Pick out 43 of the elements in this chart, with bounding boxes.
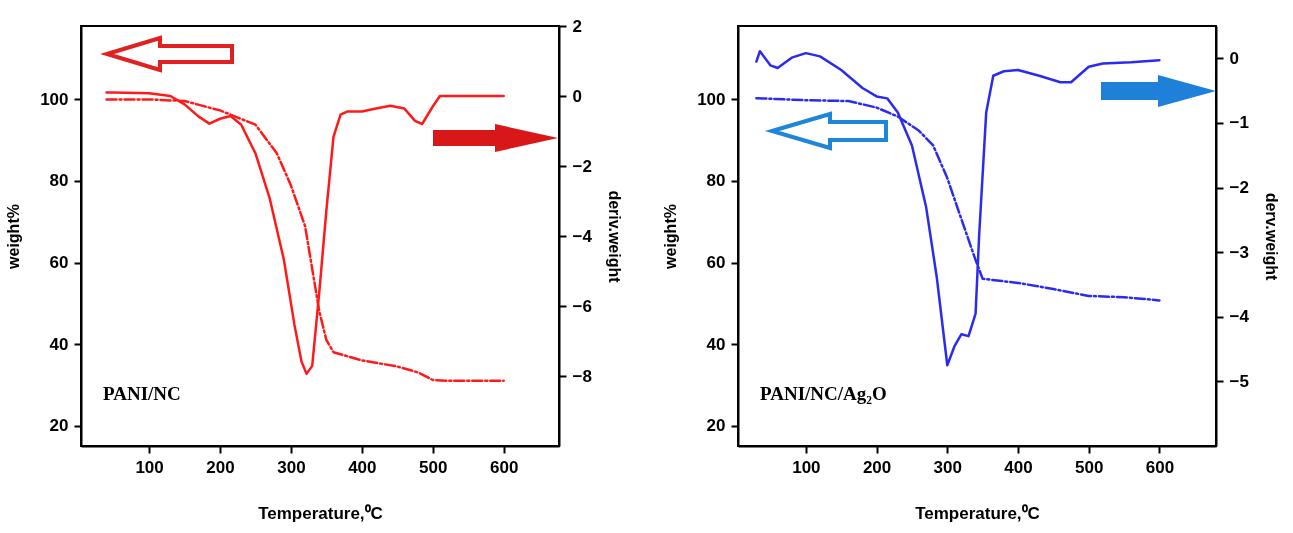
y-tick-label: 40 [49, 334, 69, 354]
y-tick-label: 100 [40, 89, 69, 109]
x-tick-label: 200 [862, 457, 892, 477]
x-tick-label: 600 [489, 457, 519, 477]
y2-tick-label: −5 [1229, 371, 1249, 391]
y-tick-label: 100 [697, 89, 726, 109]
x-tick-label: 200 [206, 457, 235, 477]
x-axis-title: Temperature,⁰C [258, 503, 383, 523]
y-tick-label: 20 [706, 416, 726, 436]
x-tick-label: 300 [277, 457, 306, 477]
x-tick-label: 100 [135, 457, 164, 477]
y-tick-label: 80 [706, 171, 726, 191]
y-axis-title: weight% [662, 204, 680, 270]
y2-tick-label: −8 [572, 366, 592, 386]
x-axis-title: Temperature,⁰C [915, 503, 1040, 523]
y2-tick-label: −3 [1229, 242, 1249, 262]
y-tick-label: 40 [706, 334, 726, 354]
x-tick-label: 400 [1004, 457, 1033, 477]
y-tick-label: 20 [49, 416, 69, 436]
x-tick-label: 400 [348, 457, 377, 477]
y2-tick-label: −4 [572, 226, 593, 246]
x-tick-label: 500 [419, 457, 448, 477]
y2-tick-label: −6 [572, 296, 592, 316]
y2-tick-label: −2 [572, 156, 592, 176]
x-tick-label: 600 [1145, 457, 1175, 477]
y2-tick-label: 2 [572, 16, 582, 36]
y-tick-label: 60 [49, 253, 69, 272]
x-tick-label: 500 [1075, 457, 1104, 477]
annotation: PANI/NC [103, 383, 181, 404]
y2-tick-label: 0 [1229, 48, 1239, 68]
x-tick-label: 100 [792, 457, 821, 477]
y-tick-label: 80 [49, 171, 69, 191]
x-tick-label: 300 [933, 457, 962, 477]
annotation: PANI/NC/Ag₂O [760, 383, 887, 404]
line-series [755, 49, 1161, 367]
y-tick-label: 60 [706, 253, 726, 272]
y2-tick-label: −2 [1229, 178, 1249, 198]
y2-tick-label: −1 [1229, 113, 1249, 133]
y2-tick-label: 0 [572, 86, 582, 106]
y-axis-title: weight% [5, 204, 23, 270]
y2-axis-title: derv.weight [1262, 192, 1280, 282]
y2-axis-title: deriv.weight [605, 190, 623, 284]
y2-tick-label: −4 [1229, 307, 1250, 327]
